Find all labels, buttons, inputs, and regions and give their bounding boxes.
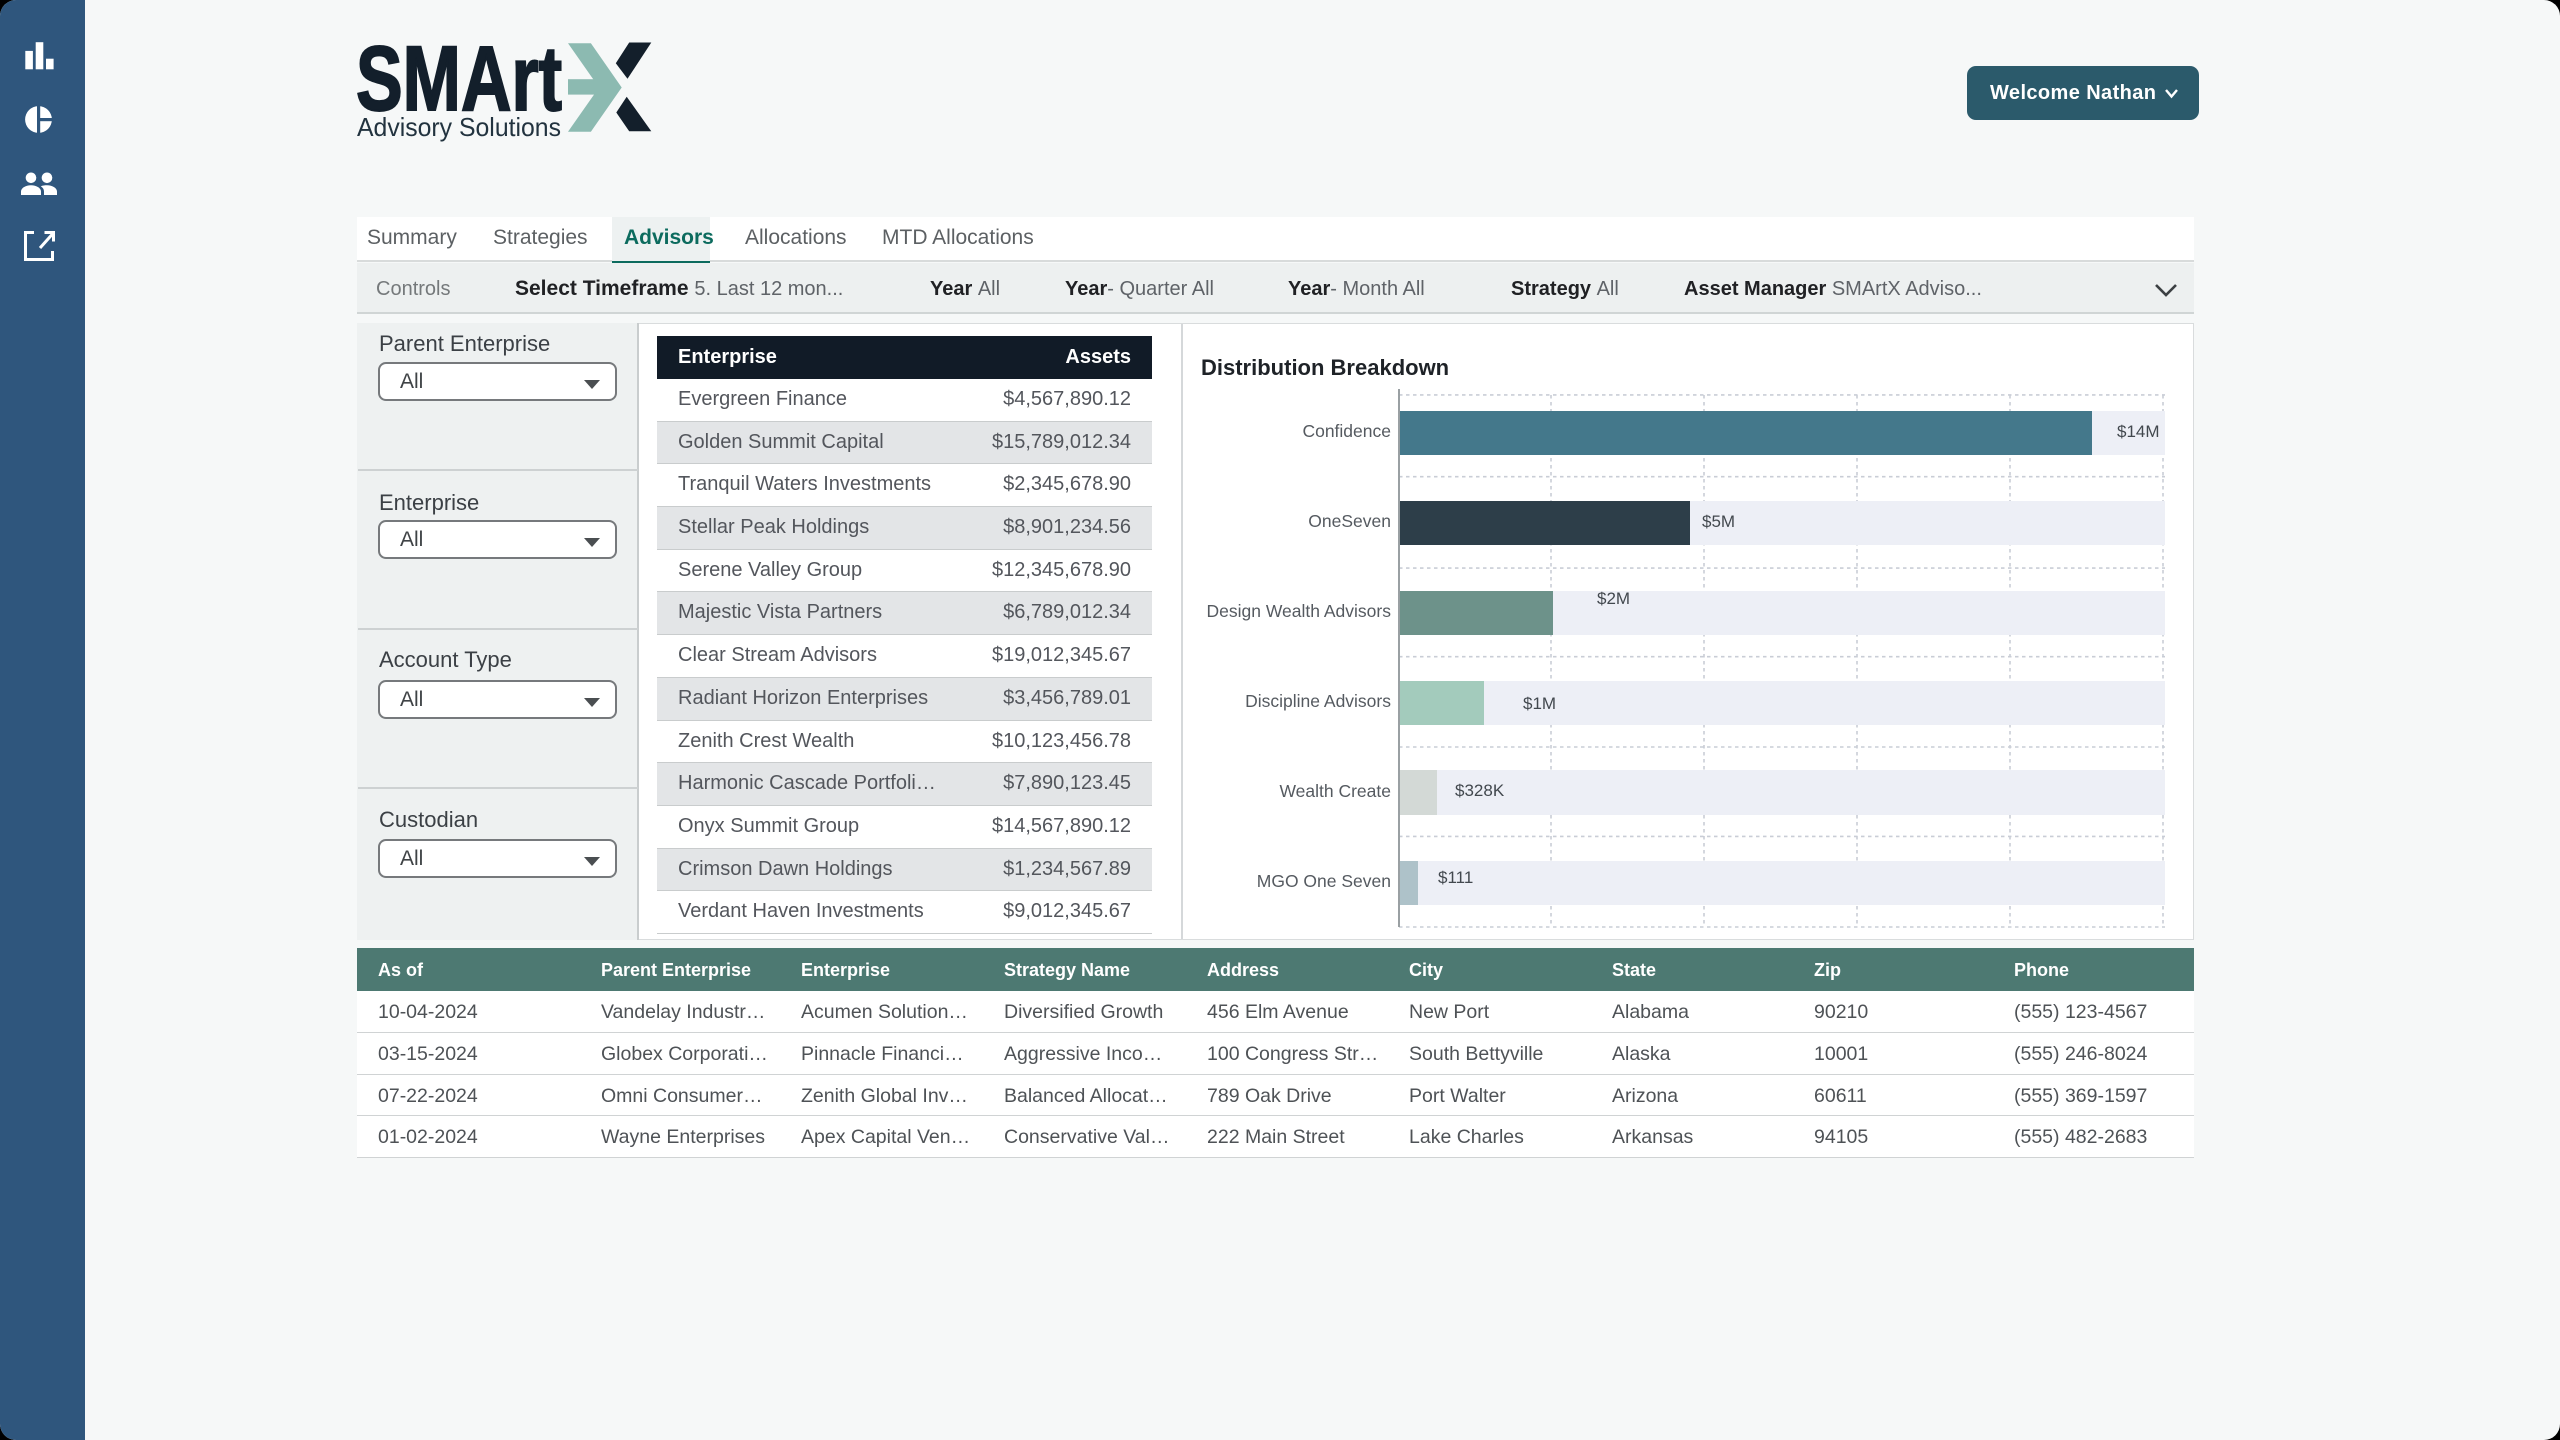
- svg-text:Advisory Solutions: Advisory Solutions: [357, 112, 561, 142]
- svg-text:SMArt: SMArt: [356, 30, 562, 130]
